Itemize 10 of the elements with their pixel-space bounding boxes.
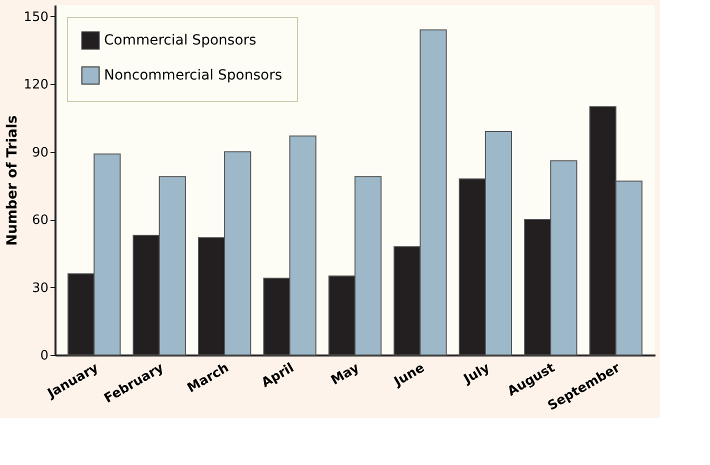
y-tick-label: 0: [40, 348, 48, 364]
y-tick-label: 60: [32, 213, 48, 228]
legend-label: Commercial Sponsors: [104, 32, 256, 48]
y-tick-label: 30: [32, 280, 48, 296]
y-tick-label: 120: [24, 78, 48, 93]
y-tick-label: 150: [24, 10, 48, 25]
y-axis-title: Number of Trials: [4, 115, 21, 246]
y-tick-label: 90: [32, 145, 48, 160]
legend-label: Noncommercial Sponsors: [104, 68, 282, 84]
x-tick-label: May: [328, 360, 362, 389]
